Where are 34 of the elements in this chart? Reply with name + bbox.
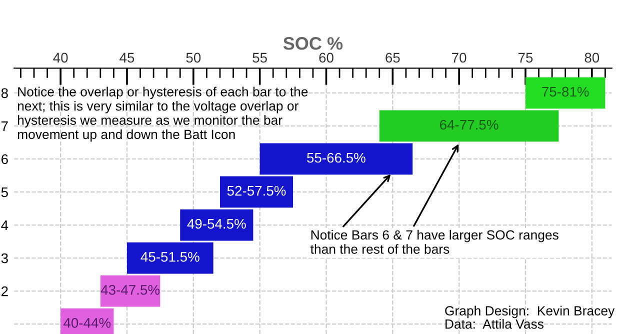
annotation: 49-54.5%: [187, 218, 246, 229]
annotation: 55-66.5%: [307, 152, 366, 163]
y-tick-label: 3: [1, 253, 8, 264]
annotation: Notice Bars 6 & 7 have larger SOC ranges than the rest of the bars: [310, 230, 558, 254]
x-tick-label: 80: [584, 52, 600, 63]
x-tick-label: 60: [319, 52, 334, 63]
annotation: Notice the overlap or hysteresis of each bar to the next; this is very similar to the voltage overlap or hysteresis we measure as we monitor the bar movement up and down the Batt Icon: [18, 86, 308, 142]
x-tick-label: 75: [518, 52, 533, 63]
annotation: 43-47.5%: [100, 284, 160, 295]
x-axis-title: SOC %: [283, 37, 343, 50]
y-tick-label: 8: [1, 88, 8, 98]
bar: [379, 110, 559, 142]
x-tick-label: 50: [186, 52, 201, 63]
x-tick-label: 45: [120, 52, 134, 63]
annotation: 75-81%: [542, 86, 589, 97]
y-tick-label: 4: [1, 220, 8, 230]
bar: [525, 77, 606, 109]
annotation: Graph Design: Kevin Bracey Data: Attila Vass: [445, 306, 615, 329]
x-tick-label: 55: [252, 52, 267, 63]
bar: [126, 242, 214, 274]
bar: [180, 209, 254, 241]
x-tick-label: 70: [452, 52, 466, 63]
y-tick-label: 6: [2, 154, 8, 164]
bar: [260, 143, 413, 175]
y-tick-label: 7: [2, 121, 8, 131]
annotation: 64-77.5%: [440, 120, 498, 130]
x-tick-label: 65: [386, 52, 400, 63]
annotation: 40-44%: [64, 318, 111, 328]
y-tick-label: 2: [2, 286, 8, 296]
y-tick-label: 5: [1, 187, 8, 198]
x-tick-label: 40: [53, 52, 68, 63]
bar: [220, 176, 294, 208]
annotation: 45-51.5%: [140, 252, 200, 262]
annotation: 52-57.5%: [227, 186, 286, 196]
